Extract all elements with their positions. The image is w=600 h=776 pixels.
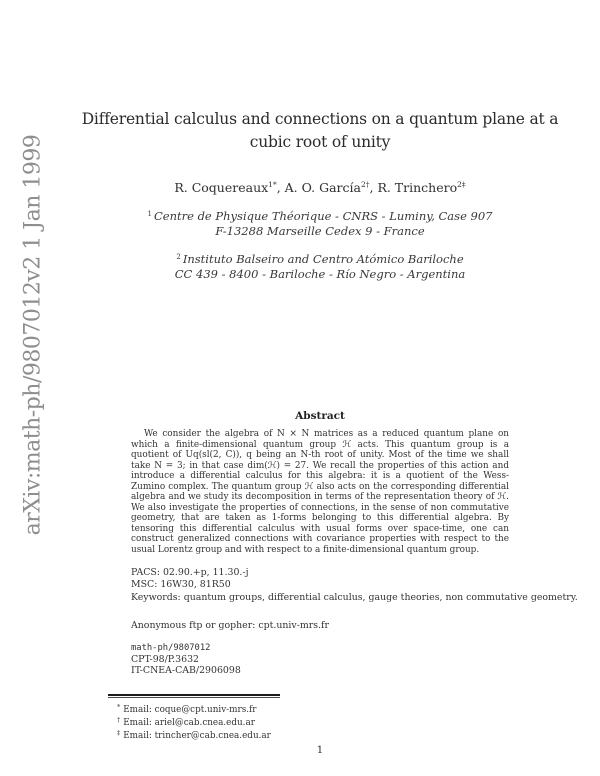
footnote-1: * Email: coque@cpt.univ-mrs.fr [108,702,368,715]
author-1-name: R. Coquereaux [174,180,269,195]
title-line-1: Differential calculus and connections on… [81,110,559,128]
author-2-name: A. O. García [284,180,361,195]
author-1-sup: 1* [268,180,277,189]
affiliation-1-line-1: 1 Centre de Physique Théorique - CNRS - L… [20,207,600,224]
footnote-2: † Email: ariel@cab.cnea.edu.ar [108,715,368,728]
page-number: 1 [316,744,324,756]
keywords-line: Keywords: quantum groups, differential c… [131,591,578,603]
affiliation-2: 2 Instituto Balseiro and Centro Atómico B… [20,250,600,281]
affiliation-1-text: Centre de Physique Théorique - CNRS - Lu… [153,209,493,223]
author-separator: , [276,180,285,195]
pacs-line: PACS: 02.90.+p, 11.30.-j [131,567,249,578]
paper-title: Differential calculus and connections on… [20,108,600,154]
msc-line: MSC: 16W30, 81R50 [131,579,231,591]
footnote-3-marker: ‡ [117,729,121,738]
affiliation-1-line-2: F-13288 Marseille Cedex 9 - France [215,223,425,238]
footnote-rule [108,693,280,698]
footnotes: * Email: coque@cpt.univ-mrs.fr † Email: ar… [108,693,368,742]
affiliation-2-sup: 2 [176,253,181,261]
authors-line: R. Coquereaux1*, A. O. García2†, R. Trin… [20,180,600,195]
classification-block: PACS: 02.90.+p, 11.30.-j MSC: 16W30, 81R… [131,567,578,604]
author-separator: , [369,180,378,195]
footnote-3-text: Email: trincher@cab.cnea.edu.ar [123,731,271,742]
author-3: R. Trinchero2‡ [377,180,465,195]
affiliation-2-line-2: CC 439 - 8400 - Bariloche - Río Negro - … [174,266,466,281]
author-3-sup: 2‡ [457,180,466,189]
author-2-sup: 2† [360,180,370,189]
affiliation-1-sup: 1 [147,210,152,218]
footnote-3: ‡ Email: trincher@cab.cnea.edu.ar [108,728,368,741]
report-number-cpt: CPT-98/P.3632 [131,654,200,666]
affiliation-2-line-1: 2 Instituto Balseiro and Centro Atómico B… [20,250,600,267]
affiliation-1: 1 Centre de Physique Théorique - CNRS - L… [20,207,600,238]
title-line-2: cubic root of unity [249,133,391,151]
affiliation-2-text: Instituto Balseiro and Centro Atómico Ba… [182,252,464,266]
abstract-text: We consider the algebra of N × N matrice… [131,429,509,555]
footnote-1-marker: * [117,702,121,711]
abstract-heading: Abstract [295,410,345,422]
report-number-cnea: IT-CNEA-CAB/2906098 [131,665,241,677]
author-2: A. O. García2† [285,180,370,195]
ftp-line: Anonymous ftp or gopher: cpt.univ-mrs.fr [131,619,329,631]
footnote-2-marker: † [117,715,121,724]
report-number-arxiv: math-ph/9807012 [131,642,211,653]
author-1: R. Coquereaux1* [174,180,276,195]
footnote-2-text: Email: ariel@cab.cnea.edu.ar [123,717,255,728]
footnote-1-text: Email: coque@cpt.univ-mrs.fr [123,704,257,715]
main-column: Abstract We consider the algebra of N × … [108,410,578,742]
report-numbers: math-ph/9807012 CPT-98/P.3632 IT-CNEA-CA… [131,643,531,677]
author-3-name: R. Trinchero [377,180,458,195]
